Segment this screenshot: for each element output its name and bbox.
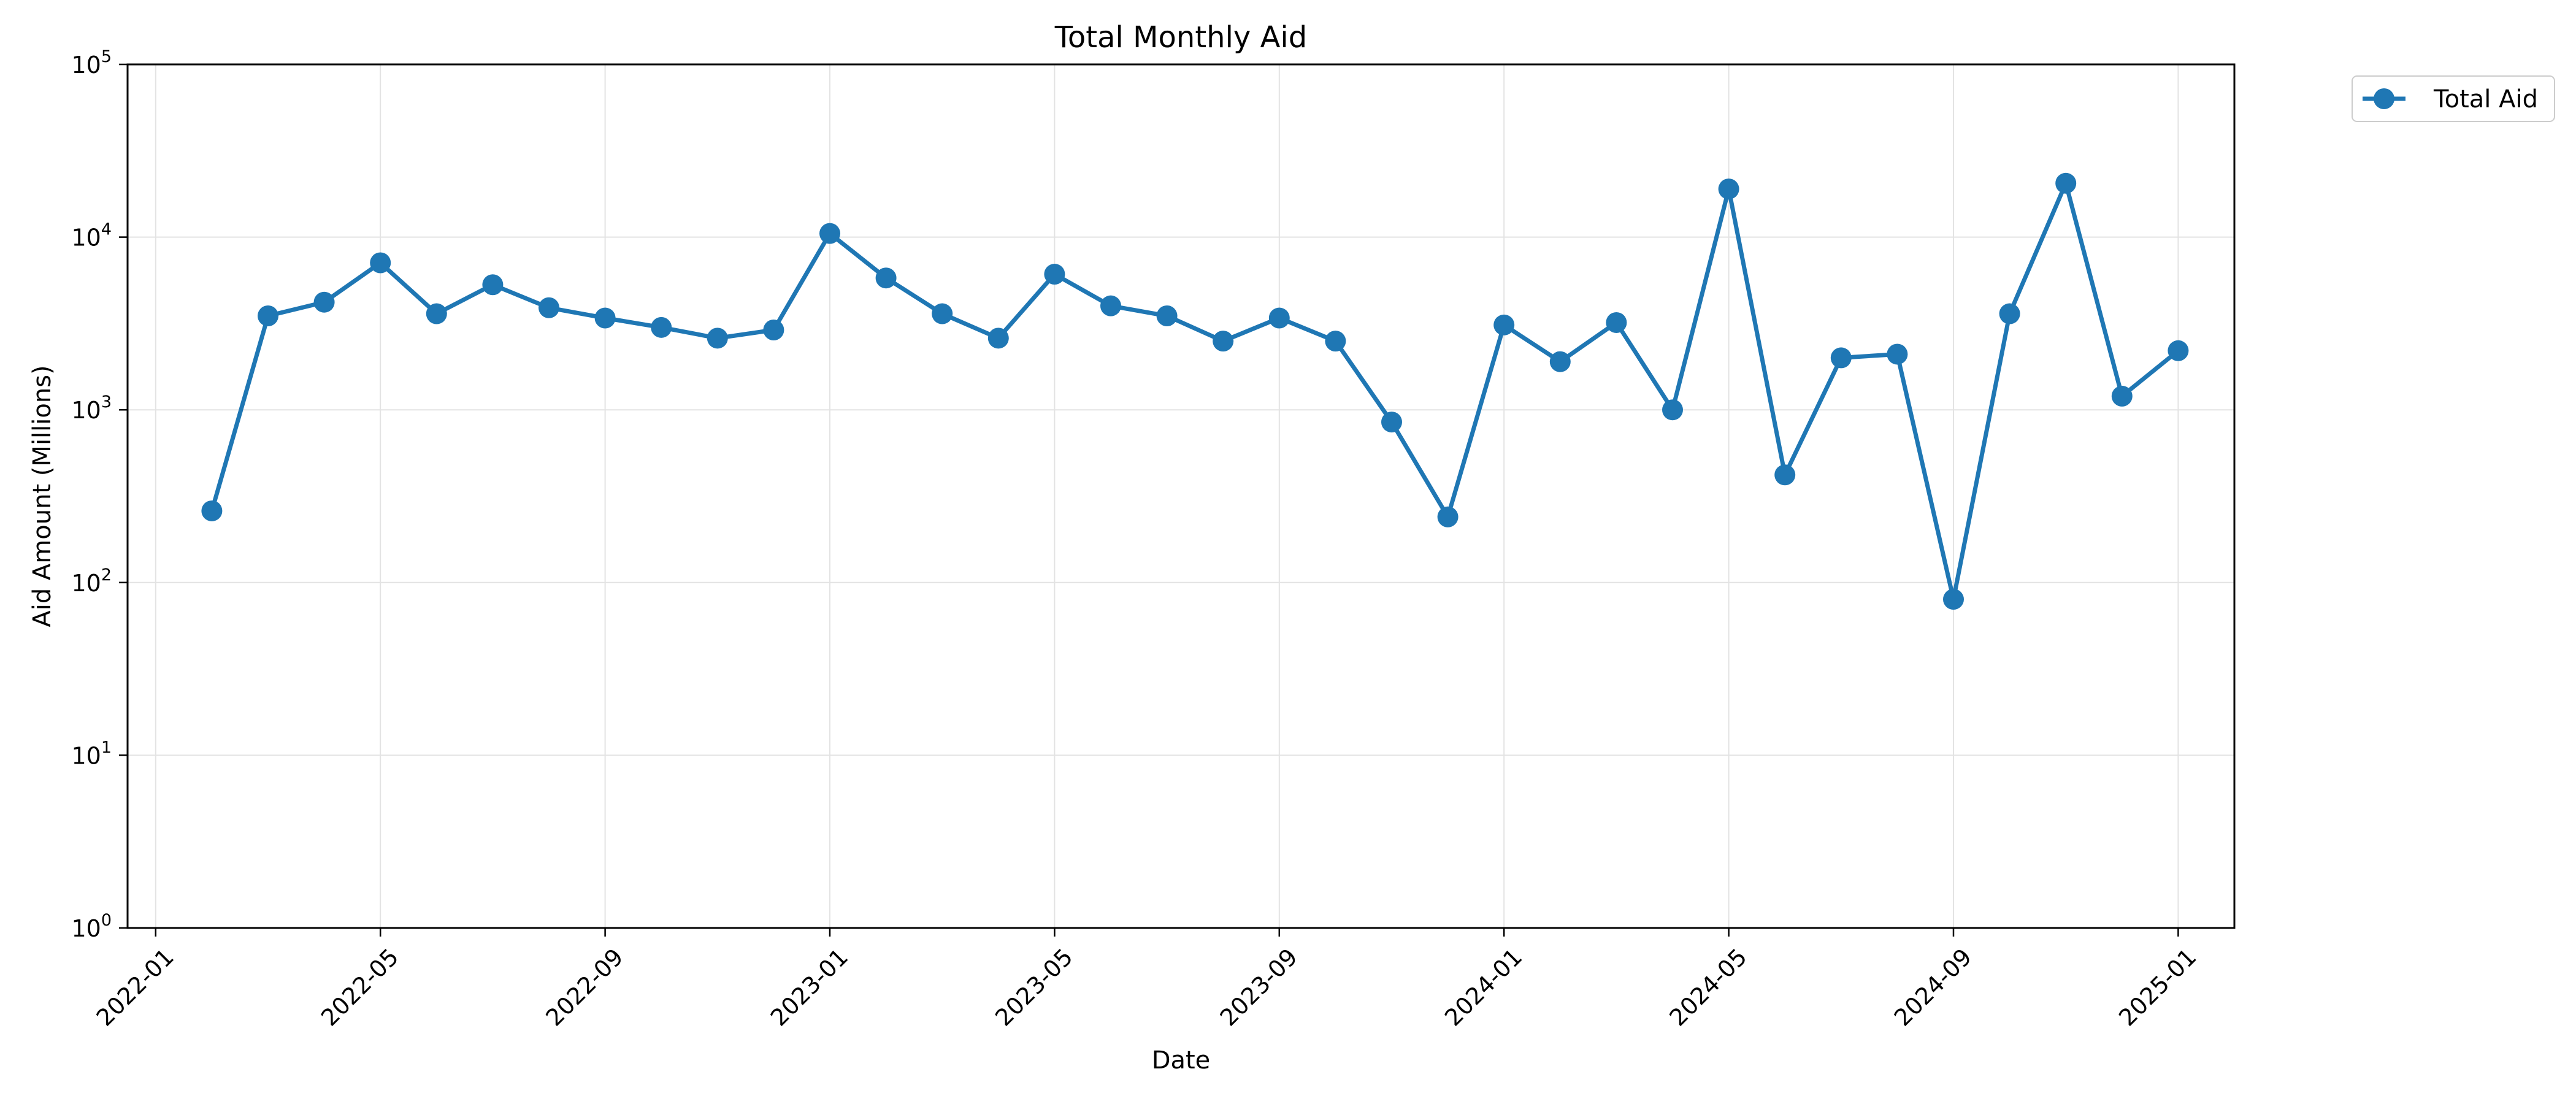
data-point (258, 305, 278, 326)
data-point (875, 267, 897, 289)
legend-box (2352, 75, 2555, 122)
data-point (2168, 340, 2189, 361)
data-point (1662, 399, 1683, 421)
data-point (1999, 303, 2020, 324)
data-point (1943, 589, 1964, 610)
data-point (370, 252, 391, 274)
chart-title: Total Monthly Aid (1054, 20, 1307, 55)
data-point (482, 274, 504, 296)
data-point (313, 291, 335, 313)
data-point (2111, 385, 2133, 407)
series-layer (201, 172, 2189, 610)
data-point (932, 303, 953, 324)
data-point (1156, 305, 1178, 326)
data-point (819, 223, 840, 244)
data-point (1100, 295, 1121, 316)
y-tick-label: 101 (71, 738, 112, 769)
data-point (1830, 347, 1852, 369)
data-point (1325, 331, 1346, 352)
data-point (594, 307, 616, 329)
data-point (1606, 312, 1627, 333)
data-point (1213, 331, 1234, 352)
data-point (763, 319, 784, 340)
data-point (651, 316, 672, 338)
data-point (1549, 351, 1571, 372)
data-point (1268, 307, 1290, 329)
data-point (1718, 178, 1739, 200)
y-tick-label: 103 (71, 393, 112, 424)
legend-entry-total-aid: Total Aid (2433, 85, 2538, 113)
data-point (1437, 506, 1459, 527)
y-tick-label: 102 (71, 565, 112, 597)
x-axis-label: Date (1152, 1046, 1211, 1075)
data-point (987, 328, 1009, 349)
y-tick-label: 104 (71, 220, 112, 251)
data-point (1381, 412, 1402, 433)
legend-marker-swatch (2374, 88, 2394, 109)
data-point (707, 328, 728, 349)
data-point (1493, 314, 1515, 335)
legend: Total Aid (2352, 75, 2555, 122)
data-point (1774, 464, 1796, 486)
data-point (426, 303, 447, 324)
plot-frame (126, 63, 2236, 929)
y-tick-label: 105 (71, 47, 112, 79)
data-point (539, 297, 559, 318)
data-point (1044, 264, 1065, 285)
data-point (1887, 343, 1908, 365)
data-point (2055, 172, 2077, 194)
data-point (201, 500, 223, 521)
y-tick-label: 100 (71, 911, 112, 942)
y-axis-label: Aid Amount (Millions) (28, 365, 56, 627)
